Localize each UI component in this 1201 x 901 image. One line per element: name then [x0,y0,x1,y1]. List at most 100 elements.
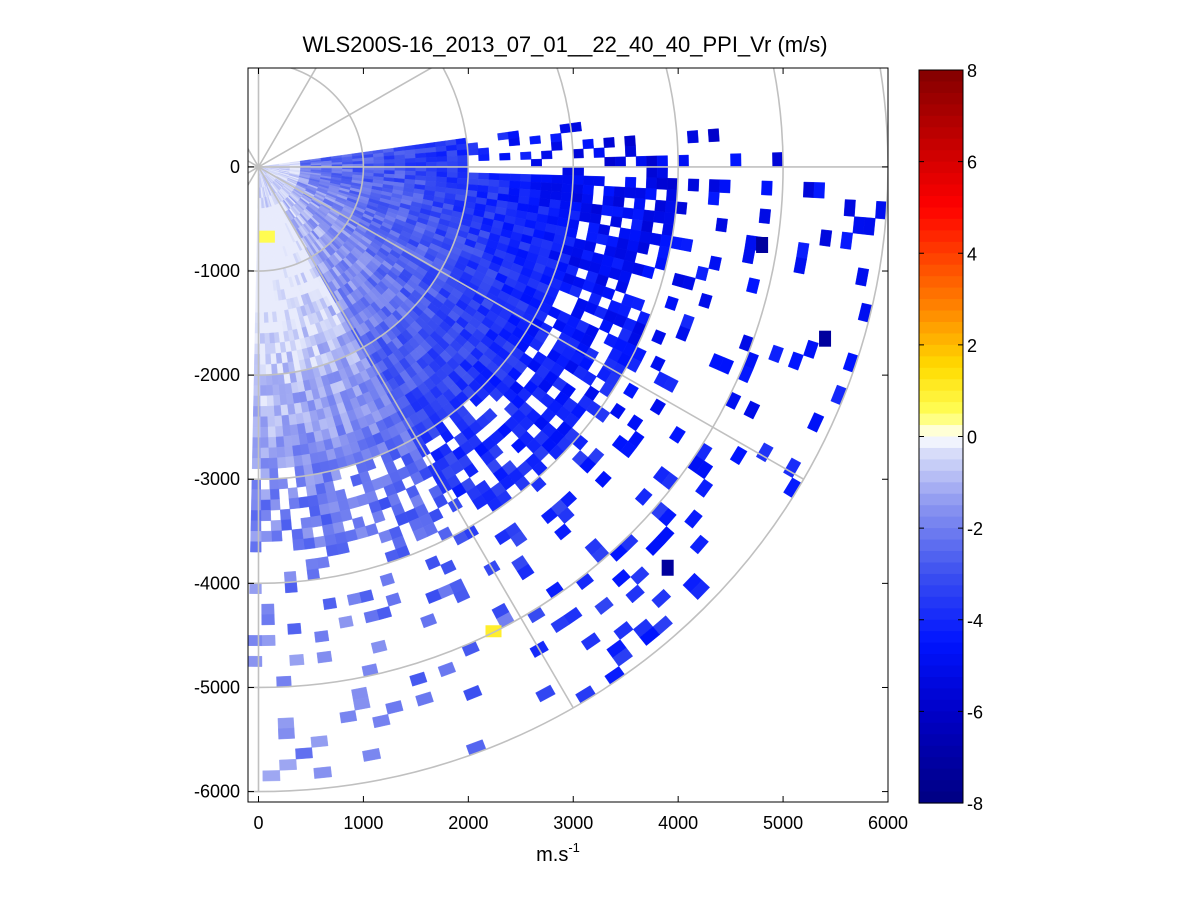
velocity-cell [259,312,265,324]
velocity-cell [540,182,553,192]
velocity-cell [260,426,269,438]
velocity-cell [715,217,728,233]
velocity-cell [260,530,272,542]
velocity-cell [288,497,300,510]
velocity-cell [350,473,363,487]
velocity-cell [520,151,532,160]
velocity-cell [636,241,650,255]
colorbar-segment [919,173,963,186]
velocity-cell [289,654,305,666]
velocity-cell [259,291,264,303]
velocity-cell [271,530,283,542]
velocity-cell [279,394,288,406]
velocity-cell [593,147,605,158]
velocity-cell [310,735,329,748]
x-tick-label: 6000 [868,813,908,833]
velocity-cell [695,478,714,498]
velocity-cell [404,153,416,159]
y-tick-label: -4000 [194,573,240,593]
velocity-cell [260,499,271,511]
velocity-cell [772,152,784,168]
velocity-cell [477,147,490,155]
velocity-cell [630,218,644,232]
colorbar-segment [919,780,963,793]
velocity-cell [404,157,417,164]
colorbar-segment [919,104,963,117]
velocity-cell [843,199,856,217]
velocity-cell [372,714,391,729]
velocity-cell [279,758,297,771]
velocity-cell [571,192,583,204]
velocity-cell [259,270,263,282]
velocity-cell [457,160,469,168]
x-axis: 0 1000 2000 3000 4000 5000 6000 [253,68,908,833]
velocity-cell [529,189,541,199]
colorbar-tick-label: -4 [967,611,983,631]
azimuth-spoke [258,68,433,168]
velocity-cell [436,156,448,163]
velocity-cell [446,150,458,157]
velocity-cell [612,196,625,208]
colorbar-segment [919,470,963,483]
velocity-cell [322,523,335,537]
velocity-cell [300,516,313,529]
velocity-cell [415,691,434,707]
colorbar-segment [919,528,963,541]
velocity-cell [287,487,299,499]
velocity-cell [270,363,278,375]
velocity-cell [266,405,275,417]
colorbar-segment [919,436,963,449]
colorbar-segment [919,745,963,758]
velocity-cell [283,445,294,458]
velocity-data-layer [248,121,888,782]
velocity-cell [624,176,637,189]
velocity-cell [743,400,761,420]
colorbar-segment [919,276,963,289]
velocity-cell [593,176,605,187]
velocity-cell [510,530,528,547]
colorbar-tick-label: -6 [967,702,983,722]
velocity-cell [741,248,756,265]
velocity-cell [263,312,269,324]
velocity-cell [445,144,458,152]
x-axis-label-base: m.s [536,844,568,866]
velocity-cell [467,172,479,180]
velocity-cell [530,158,542,168]
velocity-cell [653,210,666,224]
velocity-cell [266,395,274,407]
velocity-cell [539,190,552,200]
velocity-cell [268,447,278,459]
colorbar-segment [919,344,963,357]
velocity-cell [695,265,709,282]
velocity-cell [250,541,262,553]
velocity-cell [540,507,558,525]
colorbar-segment [919,757,963,770]
velocity-cell-positive [258,230,275,243]
velocity-cell [604,156,616,168]
velocity-cell [251,499,262,511]
velocity-cell [278,727,295,740]
velocity-cell [635,155,647,168]
velocity-cell [625,584,645,604]
velocity-cell [269,478,280,490]
velocity-cell [594,470,612,488]
velocity-cell [572,166,584,177]
colorbar-segment [919,688,963,701]
velocity-cell [707,128,720,143]
colorbar-segment [919,505,963,518]
velocity-cell [664,295,679,311]
velocity-cell [336,541,350,555]
colorbar-segment [919,711,963,724]
velocity-cell [651,588,672,609]
velocity-cell [260,468,270,480]
velocity-cell [689,534,709,555]
velocity-cell [394,154,406,160]
velocity-cell [251,458,261,470]
colorbar-segment [919,551,963,564]
azimuth-spoke [257,166,574,709]
velocity-cell [624,135,636,147]
velocity-cell [264,343,271,355]
velocity-cell [559,200,572,211]
velocity-cell [488,173,500,181]
velocity-cell [466,142,479,150]
